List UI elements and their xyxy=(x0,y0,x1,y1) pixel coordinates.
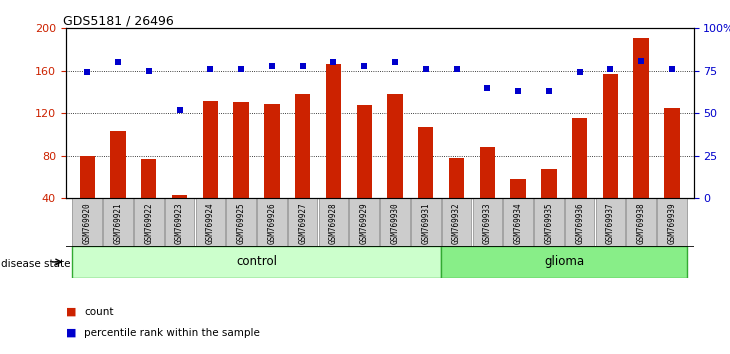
Text: GSM769926: GSM769926 xyxy=(267,202,277,244)
Bar xyxy=(356,105,372,241)
Text: GSM769925: GSM769925 xyxy=(237,202,245,244)
Text: GSM769922: GSM769922 xyxy=(145,202,153,244)
Text: GSM769936: GSM769936 xyxy=(575,202,584,244)
Bar xyxy=(418,127,434,241)
FancyBboxPatch shape xyxy=(226,198,256,246)
Text: GSM769921: GSM769921 xyxy=(114,202,123,244)
Point xyxy=(235,66,247,72)
Point xyxy=(297,63,309,69)
Bar xyxy=(264,104,280,241)
Text: GSM769930: GSM769930 xyxy=(391,202,399,244)
Text: GSM769932: GSM769932 xyxy=(452,202,461,244)
FancyBboxPatch shape xyxy=(380,198,410,246)
Text: GSM769935: GSM769935 xyxy=(545,202,553,244)
FancyBboxPatch shape xyxy=(165,198,194,246)
Point xyxy=(482,85,493,91)
Point xyxy=(174,107,185,113)
Bar xyxy=(203,101,218,241)
Bar xyxy=(664,108,680,241)
FancyBboxPatch shape xyxy=(411,198,440,246)
FancyBboxPatch shape xyxy=(72,246,441,278)
Point xyxy=(635,58,647,63)
Point xyxy=(389,59,401,65)
Point xyxy=(512,88,524,94)
Point xyxy=(543,88,555,94)
Bar xyxy=(326,64,341,241)
FancyBboxPatch shape xyxy=(441,246,688,278)
Bar xyxy=(541,169,556,241)
FancyBboxPatch shape xyxy=(657,198,687,246)
FancyBboxPatch shape xyxy=(596,198,625,246)
Point xyxy=(574,70,585,75)
Point xyxy=(358,63,370,69)
FancyBboxPatch shape xyxy=(534,198,564,246)
Bar xyxy=(80,156,95,241)
Bar xyxy=(510,179,526,241)
Text: GDS5181 / 26496: GDS5181 / 26496 xyxy=(63,14,173,27)
FancyBboxPatch shape xyxy=(72,198,102,246)
Bar xyxy=(388,94,403,241)
Text: ■: ■ xyxy=(66,307,76,316)
Bar xyxy=(572,118,588,241)
Point xyxy=(143,68,155,74)
FancyBboxPatch shape xyxy=(442,198,472,246)
Text: count: count xyxy=(84,307,113,316)
Text: GSM769924: GSM769924 xyxy=(206,202,215,244)
FancyBboxPatch shape xyxy=(103,198,133,246)
Text: GSM769920: GSM769920 xyxy=(82,202,92,244)
Point xyxy=(82,70,93,75)
Bar xyxy=(234,102,249,241)
FancyBboxPatch shape xyxy=(503,198,533,246)
Point xyxy=(328,59,339,65)
FancyBboxPatch shape xyxy=(565,198,594,246)
FancyBboxPatch shape xyxy=(134,198,164,246)
Text: GSM769931: GSM769931 xyxy=(421,202,430,244)
Bar xyxy=(634,38,649,241)
Point xyxy=(450,66,462,72)
Text: GSM769937: GSM769937 xyxy=(606,202,615,244)
FancyBboxPatch shape xyxy=(319,198,348,246)
Point xyxy=(266,63,277,69)
FancyBboxPatch shape xyxy=(626,198,656,246)
FancyBboxPatch shape xyxy=(196,198,225,246)
Point xyxy=(112,59,124,65)
Text: GSM769929: GSM769929 xyxy=(360,202,369,244)
Point xyxy=(420,66,431,72)
Bar xyxy=(172,195,188,241)
Text: GSM769923: GSM769923 xyxy=(175,202,184,244)
Text: disease state: disease state xyxy=(1,259,71,269)
Text: GSM769927: GSM769927 xyxy=(298,202,307,244)
Text: glioma: glioma xyxy=(544,256,584,268)
FancyBboxPatch shape xyxy=(472,198,502,246)
Text: control: control xyxy=(236,256,277,268)
Text: ■: ■ xyxy=(66,328,76,338)
Bar xyxy=(110,131,126,241)
Bar xyxy=(603,74,618,241)
Bar xyxy=(449,158,464,241)
Text: GSM769939: GSM769939 xyxy=(667,202,677,244)
Text: GSM769933: GSM769933 xyxy=(483,202,492,244)
Bar xyxy=(141,159,156,241)
FancyBboxPatch shape xyxy=(288,198,318,246)
Text: GSM769928: GSM769928 xyxy=(329,202,338,244)
Text: percentile rank within the sample: percentile rank within the sample xyxy=(84,328,260,338)
Bar xyxy=(295,94,310,241)
Point xyxy=(666,66,677,72)
Bar xyxy=(480,147,495,241)
FancyBboxPatch shape xyxy=(257,198,287,246)
Point xyxy=(604,66,616,72)
Text: GSM769934: GSM769934 xyxy=(514,202,523,244)
Text: GSM769938: GSM769938 xyxy=(637,202,645,244)
FancyBboxPatch shape xyxy=(350,198,379,246)
Point xyxy=(204,66,216,72)
